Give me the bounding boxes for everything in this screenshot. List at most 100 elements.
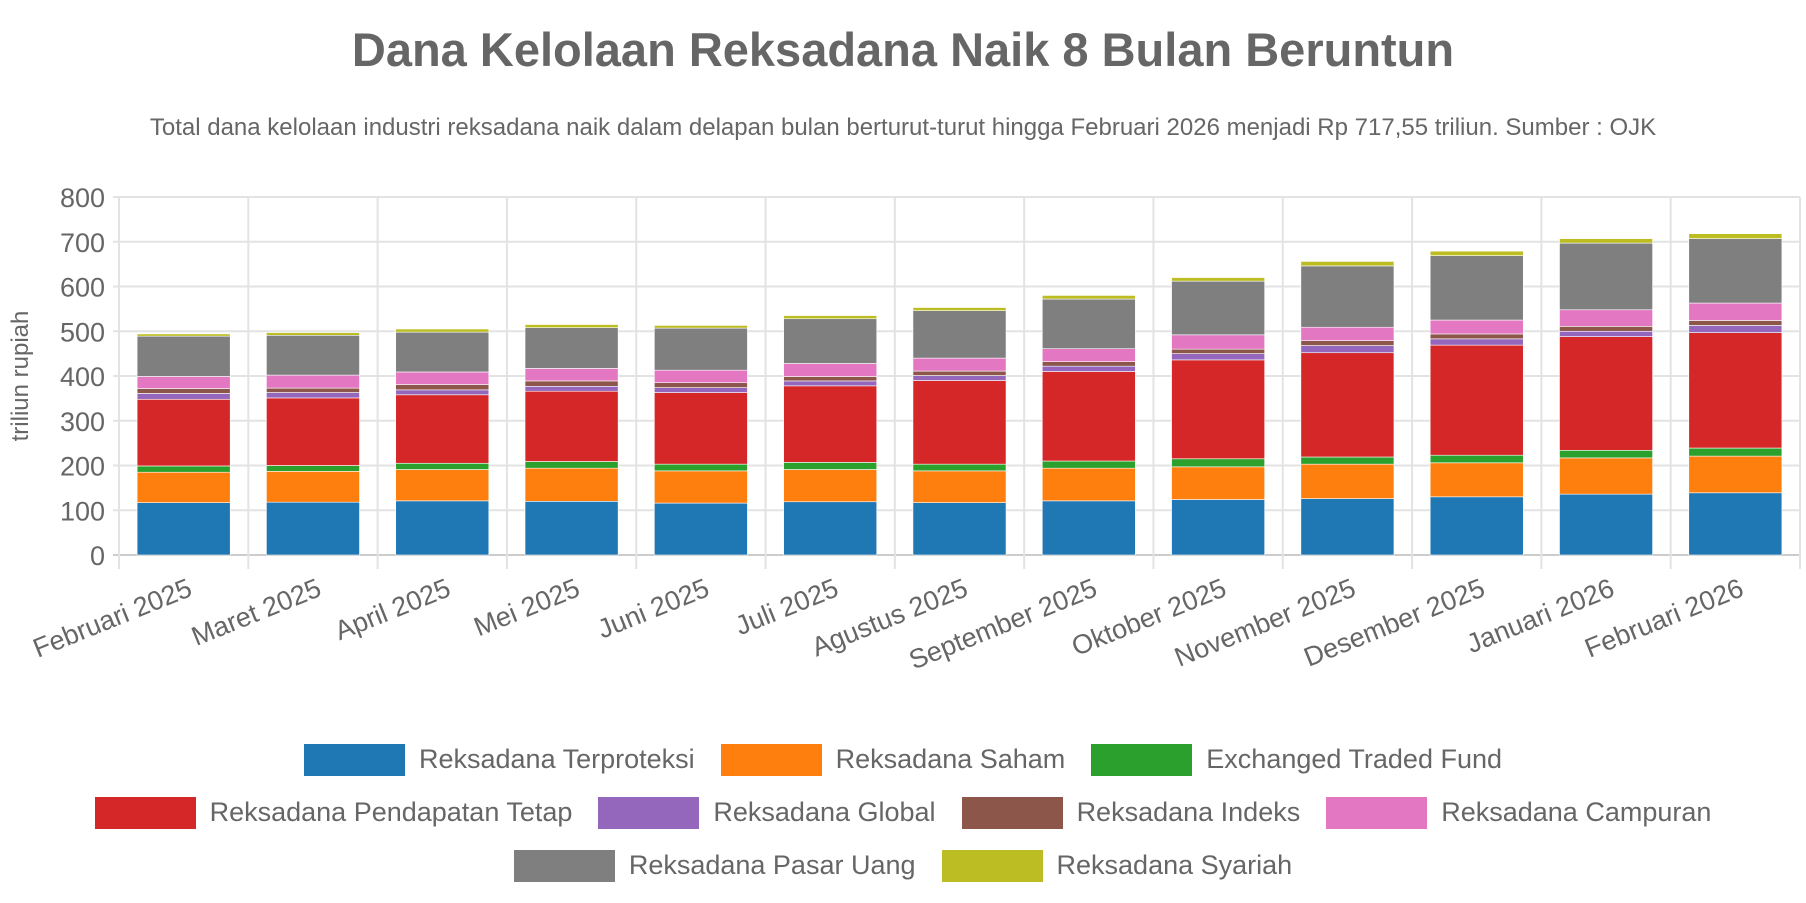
bar-segment[interactable] xyxy=(1300,261,1395,267)
bar-segment[interactable] xyxy=(395,371,490,385)
bar-segment[interactable] xyxy=(524,327,619,369)
bar-segment[interactable] xyxy=(524,390,619,462)
bar-segment[interactable] xyxy=(912,470,1007,503)
bar-segment[interactable] xyxy=(524,500,619,556)
bar-segment[interactable] xyxy=(1429,454,1524,464)
bar-segment[interactable] xyxy=(1688,447,1783,457)
bar-segment[interactable] xyxy=(1688,238,1783,304)
bar-segment[interactable] xyxy=(783,462,878,470)
bar-segment[interactable] xyxy=(266,334,360,376)
bar-segment[interactable] xyxy=(266,374,360,389)
bar-segment[interactable] xyxy=(395,328,490,333)
legend-item[interactable]: Reksadana Syariah xyxy=(941,849,1292,882)
bar-segment[interactable] xyxy=(1688,233,1783,239)
bar-segment[interactable] xyxy=(524,380,619,387)
bar-segment[interactable] xyxy=(395,469,490,502)
bar-segment[interactable] xyxy=(1559,330,1653,337)
bar-segment[interactable] xyxy=(524,461,619,469)
legend-item[interactable]: Reksadana Terproteksi xyxy=(303,743,695,776)
bar-segment[interactable] xyxy=(136,398,231,467)
bar-segment[interactable] xyxy=(1300,456,1395,465)
bar-segment[interactable] xyxy=(1559,457,1653,495)
bar-segment[interactable] xyxy=(395,394,490,464)
bar-segment[interactable] xyxy=(783,501,878,556)
bar-segment[interactable] xyxy=(1300,498,1395,556)
bar-segment[interactable] xyxy=(1171,334,1265,350)
bar-segment[interactable] xyxy=(266,387,360,393)
bar-segment[interactable] xyxy=(654,392,748,465)
bar-segment[interactable] xyxy=(1041,298,1136,350)
legend-item[interactable]: Reksadana Global xyxy=(598,796,936,829)
bar-segment[interactable] xyxy=(266,332,360,336)
bar-segment[interactable] xyxy=(136,376,231,389)
bar-segment[interactable] xyxy=(1559,238,1653,244)
bar-segment[interactable] xyxy=(1429,344,1524,456)
bar-segment[interactable] xyxy=(1688,302,1783,321)
bar-segment[interactable] xyxy=(395,331,490,373)
bar-segment[interactable] xyxy=(266,397,360,466)
bar-segment[interactable] xyxy=(1171,466,1265,500)
bar-segment[interactable] xyxy=(136,335,231,377)
legend-item[interactable]: Reksadana Campuran xyxy=(1326,796,1711,829)
bar-segment[interactable] xyxy=(1429,250,1524,256)
bar-segment[interactable] xyxy=(1041,365,1136,372)
bar-segment[interactable] xyxy=(654,325,748,329)
bar-segment[interactable] xyxy=(1688,332,1783,449)
bar-segment[interactable] xyxy=(266,471,360,503)
bar-segment[interactable] xyxy=(783,315,878,320)
bar-segment[interactable] xyxy=(395,384,490,391)
bar-segment[interactable] xyxy=(1688,325,1783,333)
legend-item[interactable]: Reksadana Pasar Uang xyxy=(513,849,916,882)
bar-segment[interactable] xyxy=(1041,467,1136,502)
bar-segment[interactable] xyxy=(1429,462,1524,498)
bar-segment[interactable] xyxy=(1559,309,1653,327)
bar-segment[interactable] xyxy=(395,500,490,556)
bar-segment[interactable] xyxy=(912,310,1007,359)
legend-item[interactable]: Reksadana Pendapatan Tetap xyxy=(94,796,572,829)
bar-segment[interactable] xyxy=(783,363,878,377)
bar-segment[interactable] xyxy=(1559,326,1653,332)
bar-segment[interactable] xyxy=(524,467,619,502)
bar-segment[interactable] xyxy=(783,318,878,364)
bar-segment[interactable] xyxy=(1041,361,1136,367)
bar-segment[interactable] xyxy=(1300,463,1395,499)
bar-segment[interactable] xyxy=(912,375,1007,381)
bar-segment[interactable] xyxy=(912,357,1007,372)
bar-segment[interactable] xyxy=(912,370,1007,376)
bar-segment[interactable] xyxy=(1429,338,1524,346)
bar-segment[interactable] xyxy=(654,502,748,556)
bar-segment[interactable] xyxy=(1300,340,1395,346)
bar-segment[interactable] xyxy=(136,465,231,473)
bar-segment[interactable] xyxy=(524,385,619,392)
bar-segment[interactable] xyxy=(136,502,231,556)
bar-segment[interactable] xyxy=(783,380,878,387)
bar-segment[interactable] xyxy=(1429,255,1524,321)
bar-segment[interactable] xyxy=(1688,455,1783,494)
bar-segment[interactable] xyxy=(1688,320,1783,326)
bar-segment[interactable] xyxy=(266,392,360,399)
bar-segment[interactable] xyxy=(136,471,231,503)
bar-segment[interactable] xyxy=(1429,319,1524,335)
bar-segment[interactable] xyxy=(1300,265,1395,328)
bar-segment[interactable] xyxy=(783,469,878,503)
bar-segment[interactable] xyxy=(266,501,360,556)
bar-segment[interactable] xyxy=(654,382,748,388)
bar-segment[interactable] xyxy=(1041,371,1136,462)
legend-item[interactable]: Reksadana Saham xyxy=(720,743,1065,776)
bar-segment[interactable] xyxy=(1688,492,1783,556)
bar-segment[interactable] xyxy=(1171,458,1265,468)
bar-segment[interactable] xyxy=(1171,499,1265,556)
bar-segment[interactable] xyxy=(1171,348,1265,354)
bar-segment[interactable] xyxy=(1171,280,1265,336)
bar-segment[interactable] xyxy=(1171,277,1265,282)
bar-segment[interactable] xyxy=(1300,326,1395,341)
bar-segment[interactable] xyxy=(1041,295,1136,300)
bar-segment[interactable] xyxy=(1300,352,1395,458)
bar-segment[interactable] xyxy=(1041,460,1136,469)
bar-segment[interactable] xyxy=(1559,449,1653,459)
bar-segment[interactable] xyxy=(654,463,748,472)
bar-segment[interactable] xyxy=(1171,353,1265,361)
bar-segment[interactable] xyxy=(654,327,748,371)
bar-segment[interactable] xyxy=(1559,493,1653,556)
bar-segment[interactable] xyxy=(912,307,1007,311)
